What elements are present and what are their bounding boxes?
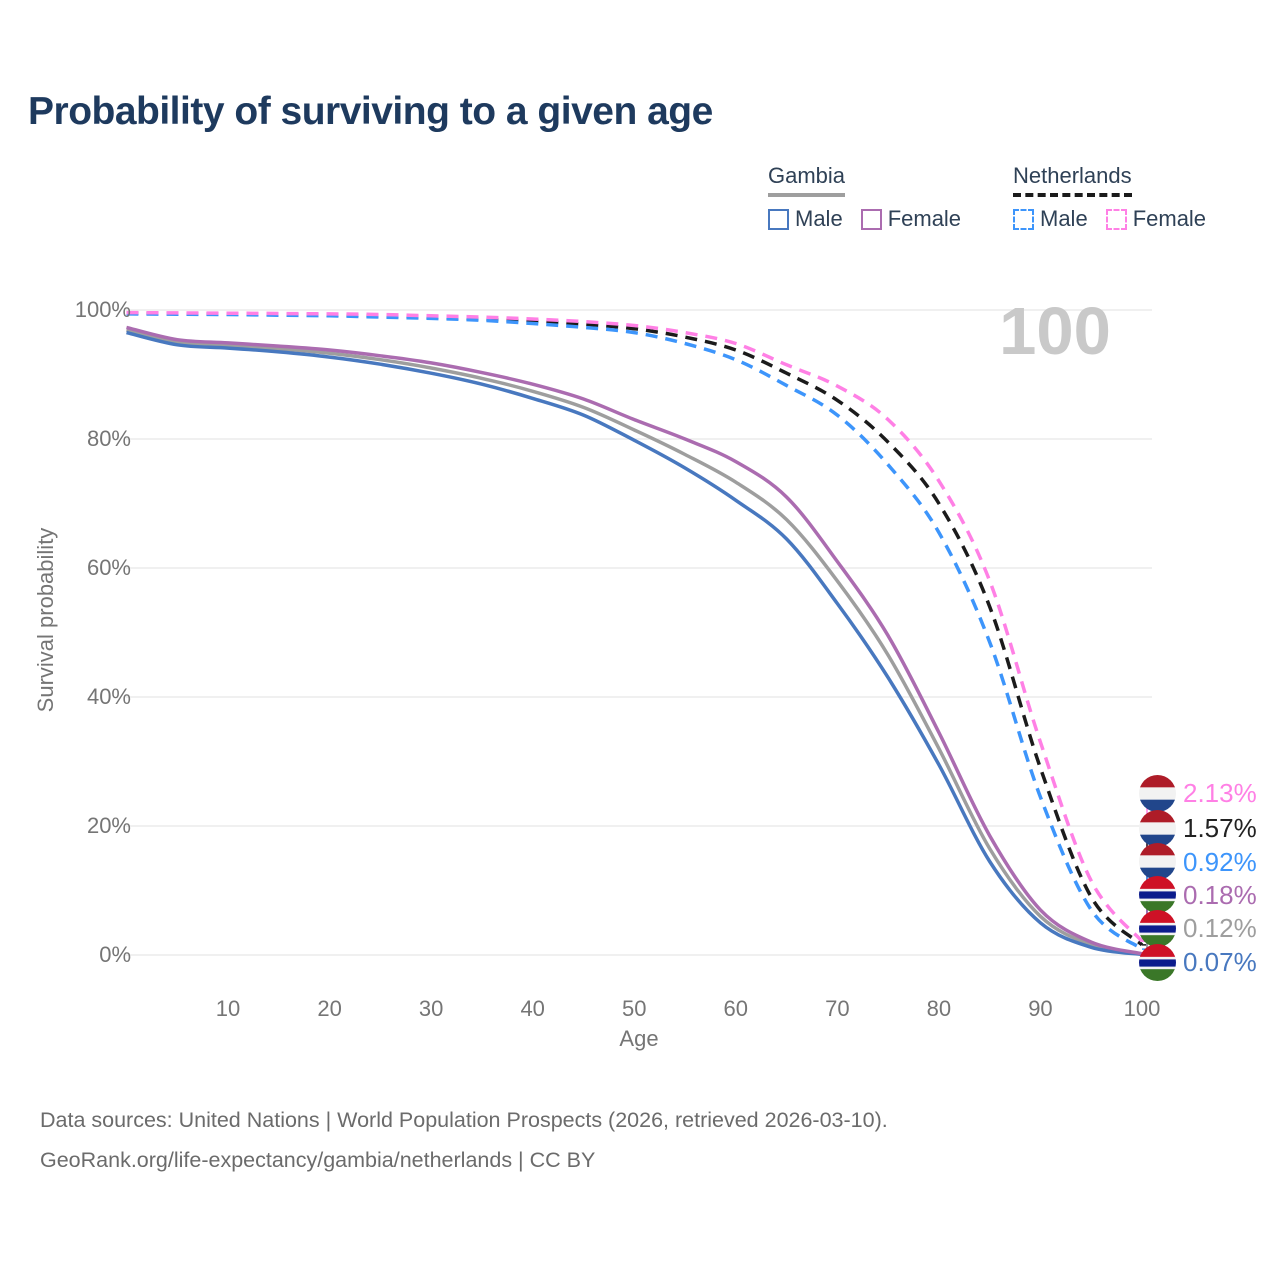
series-line-netherlands-female[interactable] — [126, 310, 1144, 943]
end-label-row: 0.07% — [1139, 943, 1257, 981]
x-tick-label: 20 — [317, 996, 342, 1021]
gambia-flag-icon — [1139, 909, 1176, 947]
legend-items: Male Female — [1013, 206, 1206, 232]
end-label-value: 0.12% — [1183, 913, 1257, 943]
x-tick-label: 10 — [215, 996, 241, 1021]
x-tick-label: 50 — [622, 996, 647, 1021]
x-tick-label: 60 — [723, 996, 749, 1021]
end-label-row: 0.92% — [1139, 843, 1257, 881]
y-tick-label: 40% — [86, 684, 131, 709]
x-tick-label: 80 — [926, 996, 952, 1021]
end-label-row: 1.57% — [1139, 809, 1257, 847]
netherlands-flag-icon — [1139, 809, 1176, 847]
y-tick-label: 20% — [86, 813, 131, 838]
series-line-gambia-female[interactable] — [126, 325, 1143, 956]
end-label-value: 2.13% — [1183, 778, 1257, 808]
y-axis-title: Survival probability — [33, 527, 58, 713]
gambia-flag-icon — [1139, 876, 1176, 913]
page-title: Probability of surviving to a given age — [28, 90, 713, 133]
series-line-netherlands-male[interactable] — [126, 312, 1144, 951]
legend-group-netherlands: Netherlands Male Female — [1013, 163, 1206, 232]
age-watermark: 100 — [999, 294, 1111, 369]
footer-sources: Data sources: United Nations | World Pop… — [40, 1108, 888, 1132]
legend-swatch — [1105, 208, 1127, 230]
legend-item-label: Female — [887, 206, 962, 231]
legend-item-netherlands-male[interactable]: Male — [1013, 206, 1088, 232]
y-tick-label: 100% — [74, 297, 131, 322]
legend-items: Male Female — [768, 206, 961, 232]
x-tick-label: 70 — [825, 996, 850, 1021]
y-tick-label: 0% — [99, 942, 131, 967]
x-tick-label: 90 — [1028, 996, 1053, 1021]
end-label-row: 0.12% — [1139, 909, 1257, 947]
legend-group-title: Netherlands — [1013, 163, 1132, 197]
legend-swatch — [1013, 208, 1034, 230]
x-tick-label: 100 — [1123, 996, 1161, 1021]
end-label-value: 1.57% — [1183, 813, 1257, 843]
end-label-value: 0.18% — [1183, 879, 1257, 910]
netherlands-flag-icon — [1139, 774, 1176, 812]
gambia-flag-icon — [1139, 943, 1176, 981]
legend-item-gambia-male[interactable]: Male — [768, 206, 843, 232]
end-label-value: 0.07% — [1183, 947, 1257, 977]
y-tick-label: 80% — [86, 426, 131, 451]
x-tick-label: 30 — [418, 996, 444, 1021]
legend-swatch — [768, 208, 789, 230]
legend-item-label: Male — [1040, 206, 1088, 231]
y-tick-label: 60% — [86, 555, 131, 580]
legend-group-gambia: Gambia Male Female — [768, 163, 961, 232]
legend-item-netherlands-female[interactable]: Female — [1105, 206, 1207, 232]
legend-item-label: Female — [1132, 206, 1207, 231]
legend-item-gambia-female[interactable]: Female — [860, 206, 962, 232]
x-tick-label: 40 — [520, 996, 545, 1021]
end-label-row: 2.13% — [1139, 774, 1257, 812]
legend-swatch — [860, 208, 882, 230]
legend-group-title: Gambia — [768, 163, 846, 197]
legend-item-label: Male — [795, 206, 843, 231]
series-line-gambia-male[interactable] — [126, 330, 1143, 957]
end-label-row: 0.18% — [1139, 876, 1257, 914]
series-line-gambia-both[interactable] — [126, 328, 1143, 956]
x-axis-title: Age — [619, 1026, 659, 1051]
end-label-value: 0.92% — [1183, 846, 1257, 877]
footer-attribution: GeoRank.org/life-expectancy/gambia/nethe… — [40, 1148, 596, 1172]
netherlands-flag-icon — [1139, 843, 1176, 880]
